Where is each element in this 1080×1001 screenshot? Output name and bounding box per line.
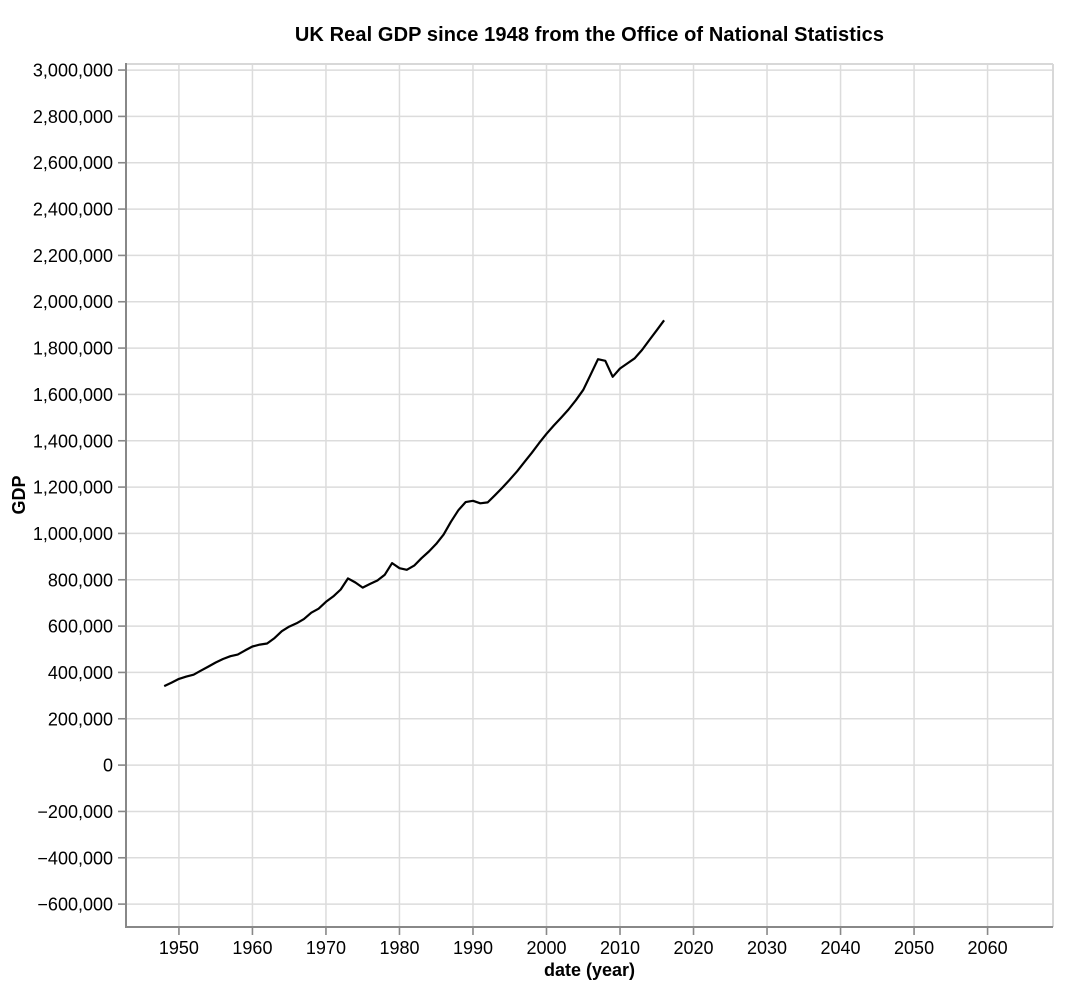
x-tick-label: 2020: [673, 938, 713, 958]
x-tick-label: 2000: [526, 938, 566, 958]
y-tick-label: 2,000,000: [33, 292, 113, 312]
x-tick-label: 2060: [968, 938, 1008, 958]
x-tick-label: 2050: [894, 938, 934, 958]
x-axis-title: date (year): [543, 960, 636, 980]
y-tick-label: 1,800,000: [33, 339, 113, 359]
y-tick-label: 200,000: [48, 709, 113, 729]
y-tick-label: 2,200,000: [33, 246, 113, 266]
y-tick-label: 1,000,000: [33, 524, 113, 544]
x-tick-label: 2040: [821, 938, 861, 958]
y-tick-label: 800,000: [48, 570, 113, 590]
y-tick-label: 600,000: [48, 617, 113, 637]
y-tick-label: 2,800,000: [33, 107, 113, 127]
gdp-series-line: [163, 319, 665, 688]
y-tick-label: 2,600,000: [33, 153, 113, 173]
x-tick-label: 1990: [453, 938, 493, 958]
y-tick-label: 1,200,000: [33, 478, 113, 498]
x-tick-label: 1980: [379, 938, 419, 958]
x-tick-label: 1950: [159, 938, 199, 958]
x-tick-label: 1970: [306, 938, 346, 958]
y-tick-label: 2,400,000: [33, 200, 113, 220]
x-tick-label: 2010: [600, 938, 640, 958]
y-tick-label: 0: [103, 756, 113, 776]
y-tick-label: 1,600,000: [33, 385, 113, 405]
y-tick-label: 3,000,000: [33, 61, 113, 81]
y-axis-title: GDP: [9, 475, 29, 515]
y-tick-label: 400,000: [48, 663, 113, 683]
y-tick-label: −600,000: [37, 895, 113, 915]
y-tick-label: 1,400,000: [33, 431, 113, 451]
y-tick-label: −200,000: [37, 802, 113, 822]
y-tick-label: −400,000: [37, 848, 113, 868]
x-tick-label: 2030: [747, 938, 787, 958]
x-tick-label: 1960: [232, 938, 272, 958]
chart-title: UK Real GDP since 1948 from the Office o…: [294, 24, 885, 46]
